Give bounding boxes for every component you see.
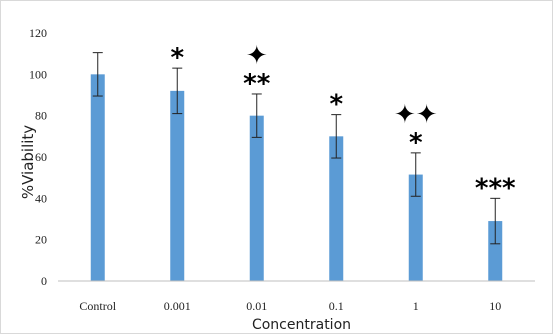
bar xyxy=(488,221,503,281)
cross-mark: ✦✦ xyxy=(394,100,438,130)
x-tick-label: 1 xyxy=(413,299,419,313)
x-axis-ticks: Control 0.001 0.01 0.1 1 10 xyxy=(79,299,501,313)
cross-mark: ✦ xyxy=(246,41,268,71)
x-tick-label: 0.001 xyxy=(164,299,191,313)
y-tick-label: 120 xyxy=(29,26,47,40)
x-tick-label: 0.1 xyxy=(329,299,344,313)
y-tick-label: 40 xyxy=(35,191,47,205)
y-axis-label: %Viability xyxy=(19,125,37,199)
x-tick-label: 0.01 xyxy=(246,299,267,313)
bar xyxy=(170,90,185,281)
y-tick-label: 20 xyxy=(35,233,47,247)
y-tick-label: 100 xyxy=(29,67,47,81)
significance-mark: * xyxy=(329,90,343,120)
y-axis-ticks: 0 20 40 60 80 100 120 xyxy=(29,26,47,288)
significance-layer: ***✦**✦✦*** xyxy=(170,41,516,203)
bar xyxy=(90,74,105,281)
bar xyxy=(329,136,344,281)
y-tick-label: 80 xyxy=(35,109,47,123)
bars-layer xyxy=(90,74,503,282)
y-tick-label: 60 xyxy=(35,150,47,164)
significance-mark: ** xyxy=(243,69,271,99)
x-tick-label: 10 xyxy=(489,299,501,313)
bar xyxy=(408,174,423,281)
bar xyxy=(249,115,264,282)
y-tick-label: 0 xyxy=(41,274,47,288)
error-bars-layer xyxy=(92,52,501,245)
significance-mark: * xyxy=(170,43,184,73)
x-axis-label: Concentration xyxy=(252,317,351,333)
x-tick-label: Control xyxy=(79,299,116,313)
significance-mark: *** xyxy=(475,173,516,203)
significance-mark: * xyxy=(409,128,423,158)
